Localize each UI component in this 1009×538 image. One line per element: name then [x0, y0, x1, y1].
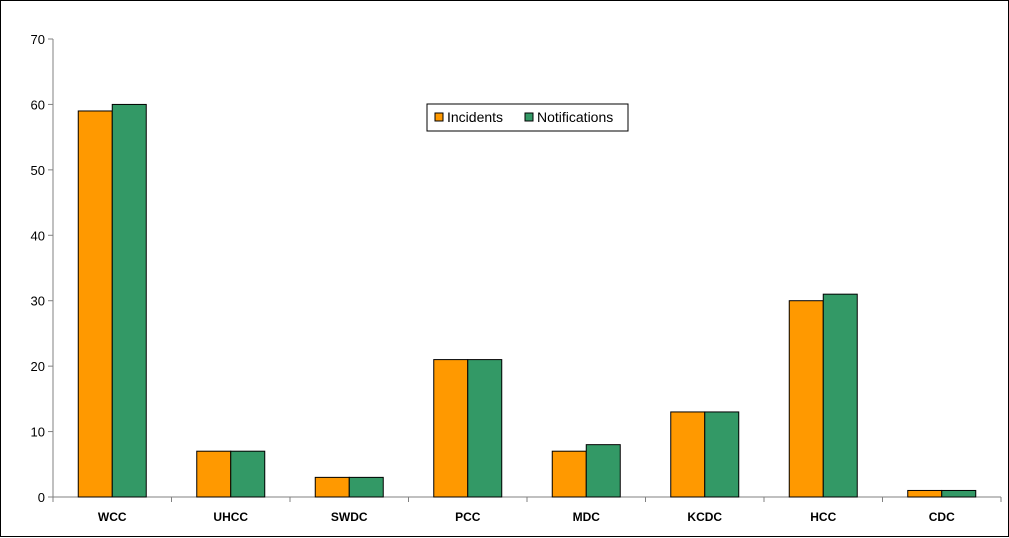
- x-category-label: MDC: [573, 510, 601, 524]
- legend-swatch-notifications: [524, 112, 534, 122]
- legend-label-notifications: Notifications: [537, 109, 613, 125]
- bar-incidents-swdc: [314, 476, 350, 498]
- y-tick-label: 50: [31, 163, 45, 178]
- x-category-label: HCC: [810, 510, 836, 524]
- x-category-label: SWDC: [331, 510, 368, 524]
- y-tick-label: 60: [31, 97, 45, 112]
- x-category-label: KCDC: [687, 510, 722, 524]
- y-tick-label: 70: [31, 32, 45, 47]
- y-tick-label: 40: [31, 228, 45, 243]
- bar-incidents-cdc: [907, 489, 943, 498]
- bar-notifications-pcc: [467, 359, 503, 498]
- x-category-label: PCC: [455, 510, 481, 524]
- bar-notifications-uhcc: [230, 450, 266, 498]
- bar-notifications-swdc: [348, 476, 384, 498]
- y-tick-label: 30: [31, 294, 45, 309]
- y-tick-label: 20: [31, 359, 45, 374]
- x-category-label: UHCC: [213, 510, 248, 524]
- y-tick-label: 0: [38, 490, 45, 505]
- bar-incidents-wcc: [77, 110, 113, 498]
- bar-notifications-mdc: [585, 444, 621, 498]
- bar-incidents-pcc: [433, 359, 469, 498]
- x-category-label: WCC: [98, 510, 127, 524]
- bars: [77, 103, 977, 498]
- bar-incidents-hcc: [788, 300, 824, 498]
- bar-incidents-mdc: [551, 450, 587, 498]
- legend-label-incidents: Incidents: [447, 109, 503, 125]
- bar-notifications-hcc: [822, 293, 858, 498]
- bar-notifications-cdc: [941, 489, 977, 498]
- bar-incidents-uhcc: [196, 450, 232, 498]
- x-category-label: CDC: [929, 510, 955, 524]
- bar-notifications-kcdc: [704, 411, 740, 498]
- legend: Incidents Notifications: [426, 103, 629, 132]
- bar-incidents-kcdc: [670, 411, 706, 498]
- y-tick-label: 10: [31, 425, 45, 440]
- legend-swatch-incidents: [434, 112, 444, 122]
- bar-notifications-wcc: [111, 103, 147, 498]
